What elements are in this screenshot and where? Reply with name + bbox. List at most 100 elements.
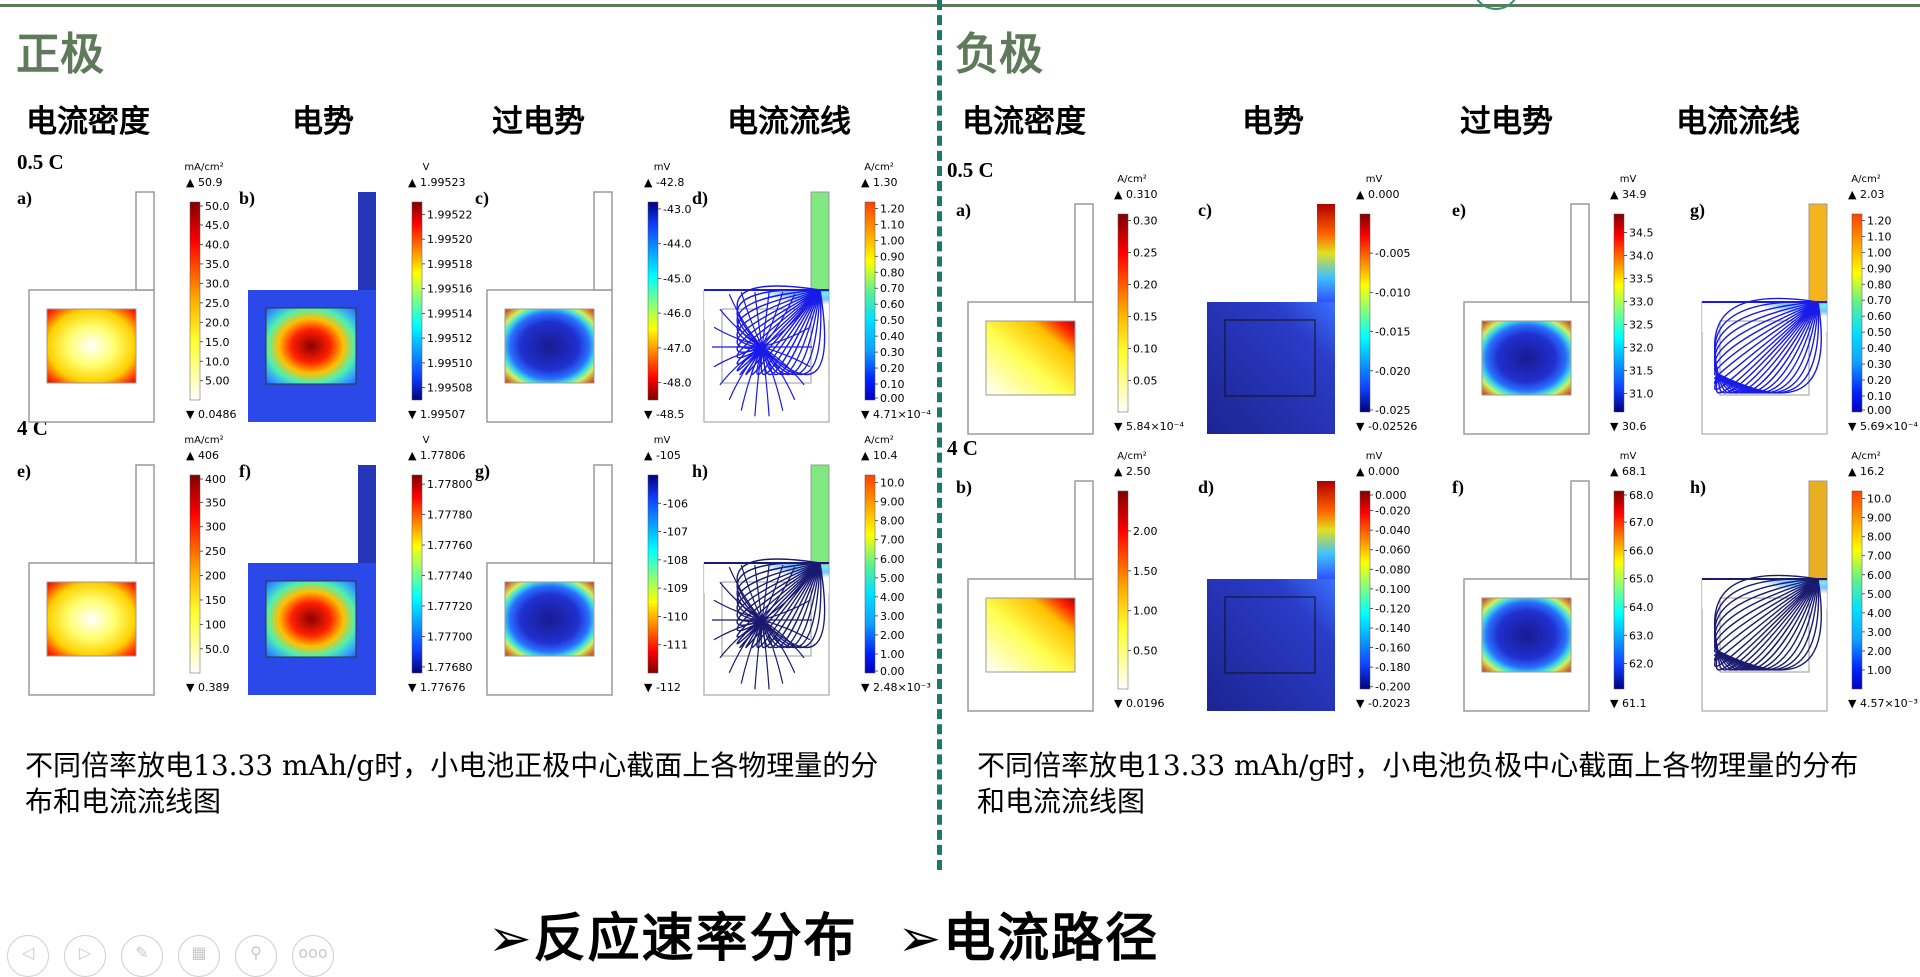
cathode-title: 正极 bbox=[16, 29, 104, 80]
electrode-field bbox=[985, 320, 1076, 396]
pen-icon[interactable]: ✎ bbox=[121, 935, 163, 977]
colorbar-tick-label: 0.50 bbox=[880, 314, 905, 327]
colorbar-tick-label: 15.0 bbox=[205, 336, 230, 349]
tab-current-field bbox=[1808, 203, 1828, 303]
streamline bbox=[1713, 301, 1819, 376]
colorbar-tick-label: 0.30 bbox=[1867, 358, 1892, 371]
right-panel-d: (d) mV ▲ 0.000 ▼ -0.2023 0.000 -0.020 -0.040 -0… bbox=[1198, 451, 1438, 771]
colorbar-tick-label: 0.70 bbox=[1867, 294, 1892, 307]
streamline bbox=[761, 619, 805, 659]
right-header-overpotential: 过电势 bbox=[1460, 104, 1553, 140]
tab-current-field bbox=[1808, 480, 1828, 580]
tab-outline bbox=[593, 191, 613, 291]
left-panel-b: (b) V ▲ 1.99523 ▼ 1.99507 1.99522 1.99520 1.99… bbox=[239, 162, 479, 482]
colorbar-tick-label: 10.0 bbox=[880, 477, 905, 490]
streamline bbox=[1717, 301, 1819, 394]
colorbar-max: ▲ 10.4 bbox=[861, 449, 897, 462]
colorbar bbox=[411, 474, 423, 674]
colorbar bbox=[1359, 490, 1371, 690]
colorbar-tick-label: 200 bbox=[205, 570, 226, 583]
colorbar-tick-label: 1.77740 bbox=[427, 570, 473, 583]
colorbar-tick-label: 1.99518 bbox=[427, 258, 473, 271]
colorbar-tick-label: 0.50 bbox=[1867, 326, 1892, 339]
prev-icon[interactable]: ◁ bbox=[7, 935, 49, 977]
colorbar-min: ▼ 4.57×10⁻³ bbox=[1848, 697, 1918, 710]
tab-field bbox=[358, 465, 376, 563]
right-panel-g: (g) A/cm² ▲ 2.03 ▼ 5.69×10⁻⁴ 1.20 1.10 1.00 0.9… bbox=[1690, 174, 1920, 494]
panel-label: (a) bbox=[956, 200, 971, 221]
colorbar-tick-label: 1.77780 bbox=[427, 509, 473, 522]
electrode-outline bbox=[1224, 319, 1316, 397]
colorbar-tick-label: 100 bbox=[205, 618, 226, 631]
colorbar-unit: A/cm² bbox=[1851, 174, 1880, 185]
panel-label: (b) bbox=[239, 188, 255, 209]
tab-outline bbox=[1074, 480, 1094, 580]
colorbar bbox=[647, 201, 659, 401]
streamline bbox=[761, 562, 826, 649]
panel-label: (f) bbox=[239, 461, 251, 482]
right-panel-e: (e) mV ▲ 34.9 ▼ 30.6 34.5 34.0 33.5 33.0 32.5 32.… bbox=[1452, 174, 1692, 494]
colorbar-tick-label: -0.010 bbox=[1375, 286, 1410, 299]
colorbar-max: ▲ 1.99523 bbox=[408, 176, 465, 189]
streamline bbox=[736, 562, 821, 645]
next-icon[interactable]: ▷ bbox=[64, 935, 106, 977]
tab-outline bbox=[1570, 480, 1590, 580]
streamline bbox=[1717, 301, 1819, 394]
right-header-current-density: 电流密度 bbox=[962, 104, 1086, 140]
colorbar-tick-label: 0.00 bbox=[880, 392, 905, 405]
colorbar-tick-label: -0.200 bbox=[1375, 681, 1410, 694]
streamline bbox=[1713, 578, 1819, 652]
colorbar-tick-label: 4.00 bbox=[1867, 607, 1892, 620]
colorbar-tick-label: -47.0 bbox=[663, 342, 691, 355]
colorbar-tick-label: 1.77800 bbox=[427, 478, 473, 491]
colorbar-tick-label: 5.00 bbox=[880, 572, 905, 585]
colorbar-tick-label: 2.00 bbox=[880, 629, 905, 642]
colorbar-tick-label: 33.0 bbox=[1629, 295, 1654, 308]
zoom-icon[interactable]: ⚲ bbox=[235, 935, 277, 977]
colorbar-tick-label: 350 bbox=[205, 496, 226, 509]
colorbar-tick-label: 0.10 bbox=[880, 378, 905, 391]
streamline bbox=[1713, 301, 1819, 375]
streamline bbox=[1715, 578, 1819, 671]
colorbar-min: ▼ -48.5 bbox=[644, 408, 684, 421]
colorbar-tick-label: 0.10 bbox=[1867, 390, 1892, 403]
anode-title: 负极 bbox=[955, 29, 1043, 80]
colorbar-unit: mA/cm² bbox=[184, 435, 223, 446]
colorbar-tick-label: 9.00 bbox=[1867, 512, 1892, 525]
bottom-bullets: ➢反应速率分布 ➢电流路径 bbox=[488, 896, 1199, 971]
colorbar-tick-label: 5.00 bbox=[1867, 588, 1892, 601]
streamline bbox=[728, 293, 763, 348]
streamline bbox=[740, 291, 763, 348]
streamline bbox=[761, 562, 822, 649]
streamline bbox=[719, 346, 763, 386]
colorbar-tick-label: 8.00 bbox=[1867, 531, 1892, 544]
right-caption: 不同倍率放电13.33 mAh/g时，小电池负极中心截面上各物理量的分布和电流流… bbox=[977, 749, 1859, 818]
slides-icon[interactable]: ▦ bbox=[178, 935, 220, 977]
colorbar bbox=[1359, 213, 1371, 413]
colorbar-tick-label: -109 bbox=[663, 582, 688, 595]
colorbar-tick-label: 7.00 bbox=[880, 534, 905, 547]
streamline bbox=[713, 346, 763, 368]
colorbar-tick-label: -0.060 bbox=[1375, 544, 1410, 557]
field-plot bbox=[28, 191, 155, 423]
field-plot bbox=[1701, 203, 1828, 435]
colorbar-min: ▼ 1.77676 bbox=[408, 681, 465, 694]
colorbar-tick-label: 0.20 bbox=[880, 362, 905, 375]
colorbar-tick-label: 0.10 bbox=[1133, 342, 1158, 355]
right-panel-b: (b) A/cm² ▲ 2.50 ▼ 0.0196 2.00 1.50 1.00 0.50 bbox=[956, 451, 1196, 771]
colorbar-tick-label: 45.0 bbox=[205, 219, 230, 232]
colorbar bbox=[1117, 213, 1129, 413]
electrode-field bbox=[265, 580, 357, 658]
colorbar-unit: mV bbox=[654, 162, 671, 173]
colorbar-tick-label: 1.00 bbox=[1867, 664, 1892, 677]
colorbar-tick-label: 32.0 bbox=[1629, 342, 1654, 355]
more-icon[interactable]: ooo bbox=[292, 935, 334, 977]
streamline bbox=[761, 564, 770, 621]
left-panel-a: (a) mA/cm² ▲ 50.9 ▼ 0.0486 50.0 45.0 40.0 35.0 3… bbox=[17, 162, 257, 482]
right-panel-h: (h) A/cm² ▲ 16.2 ▼ 4.57×10⁻³ 10.0 9.00 8.00 7.0… bbox=[1690, 451, 1920, 771]
colorbar-tick-label: -0.080 bbox=[1375, 563, 1410, 576]
streamline bbox=[1717, 578, 1819, 671]
colorbar-tick-label: 6.00 bbox=[880, 553, 905, 566]
right-header-potential: 电势 bbox=[1242, 104, 1304, 140]
colorbar-tick-label: -107 bbox=[663, 526, 688, 539]
